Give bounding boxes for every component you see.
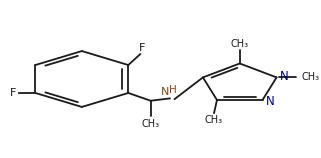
Text: CH₃: CH₃ <box>205 115 223 125</box>
Text: CH₃: CH₃ <box>231 39 249 49</box>
Text: F: F <box>138 43 145 53</box>
Text: CH₃: CH₃ <box>302 72 320 82</box>
Text: N: N <box>161 87 169 97</box>
Text: N: N <box>266 95 275 108</box>
Text: F: F <box>10 88 17 98</box>
Text: CH₃: CH₃ <box>142 119 160 129</box>
Text: H: H <box>169 85 177 95</box>
Text: N: N <box>280 70 289 83</box>
